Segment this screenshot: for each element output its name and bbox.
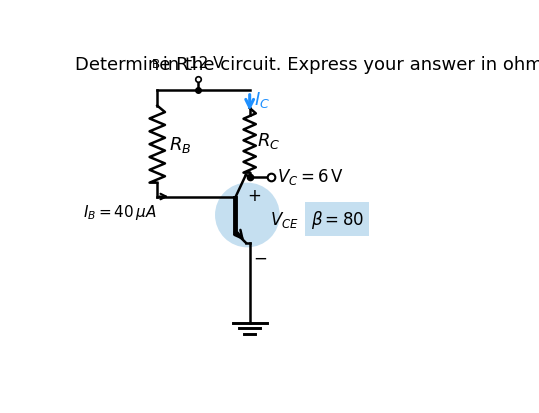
Text: B: B xyxy=(152,58,160,71)
Text: Determine R: Determine R xyxy=(75,56,189,74)
Text: $V_{CE}$: $V_{CE}$ xyxy=(271,209,299,229)
Text: +: + xyxy=(247,186,261,204)
Text: $R_B$: $R_B$ xyxy=(169,135,191,155)
Text: $R_C$: $R_C$ xyxy=(258,131,281,151)
Text: in the circuit. Express your answer in ohms.: in the circuit. Express your answer in o… xyxy=(157,56,539,74)
Text: $V_C = 6\,\mathrm{V}$: $V_C = 6\,\mathrm{V}$ xyxy=(278,166,344,186)
Text: $\beta = 80$: $\beta = 80$ xyxy=(310,208,364,230)
Circle shape xyxy=(215,183,280,248)
Text: −: − xyxy=(253,249,267,267)
Text: $I_B = 40\,\mu A$: $I_B = 40\,\mu A$ xyxy=(82,203,156,222)
Text: $I_C$: $I_C$ xyxy=(254,90,271,110)
Text: 12 V: 12 V xyxy=(189,56,223,71)
